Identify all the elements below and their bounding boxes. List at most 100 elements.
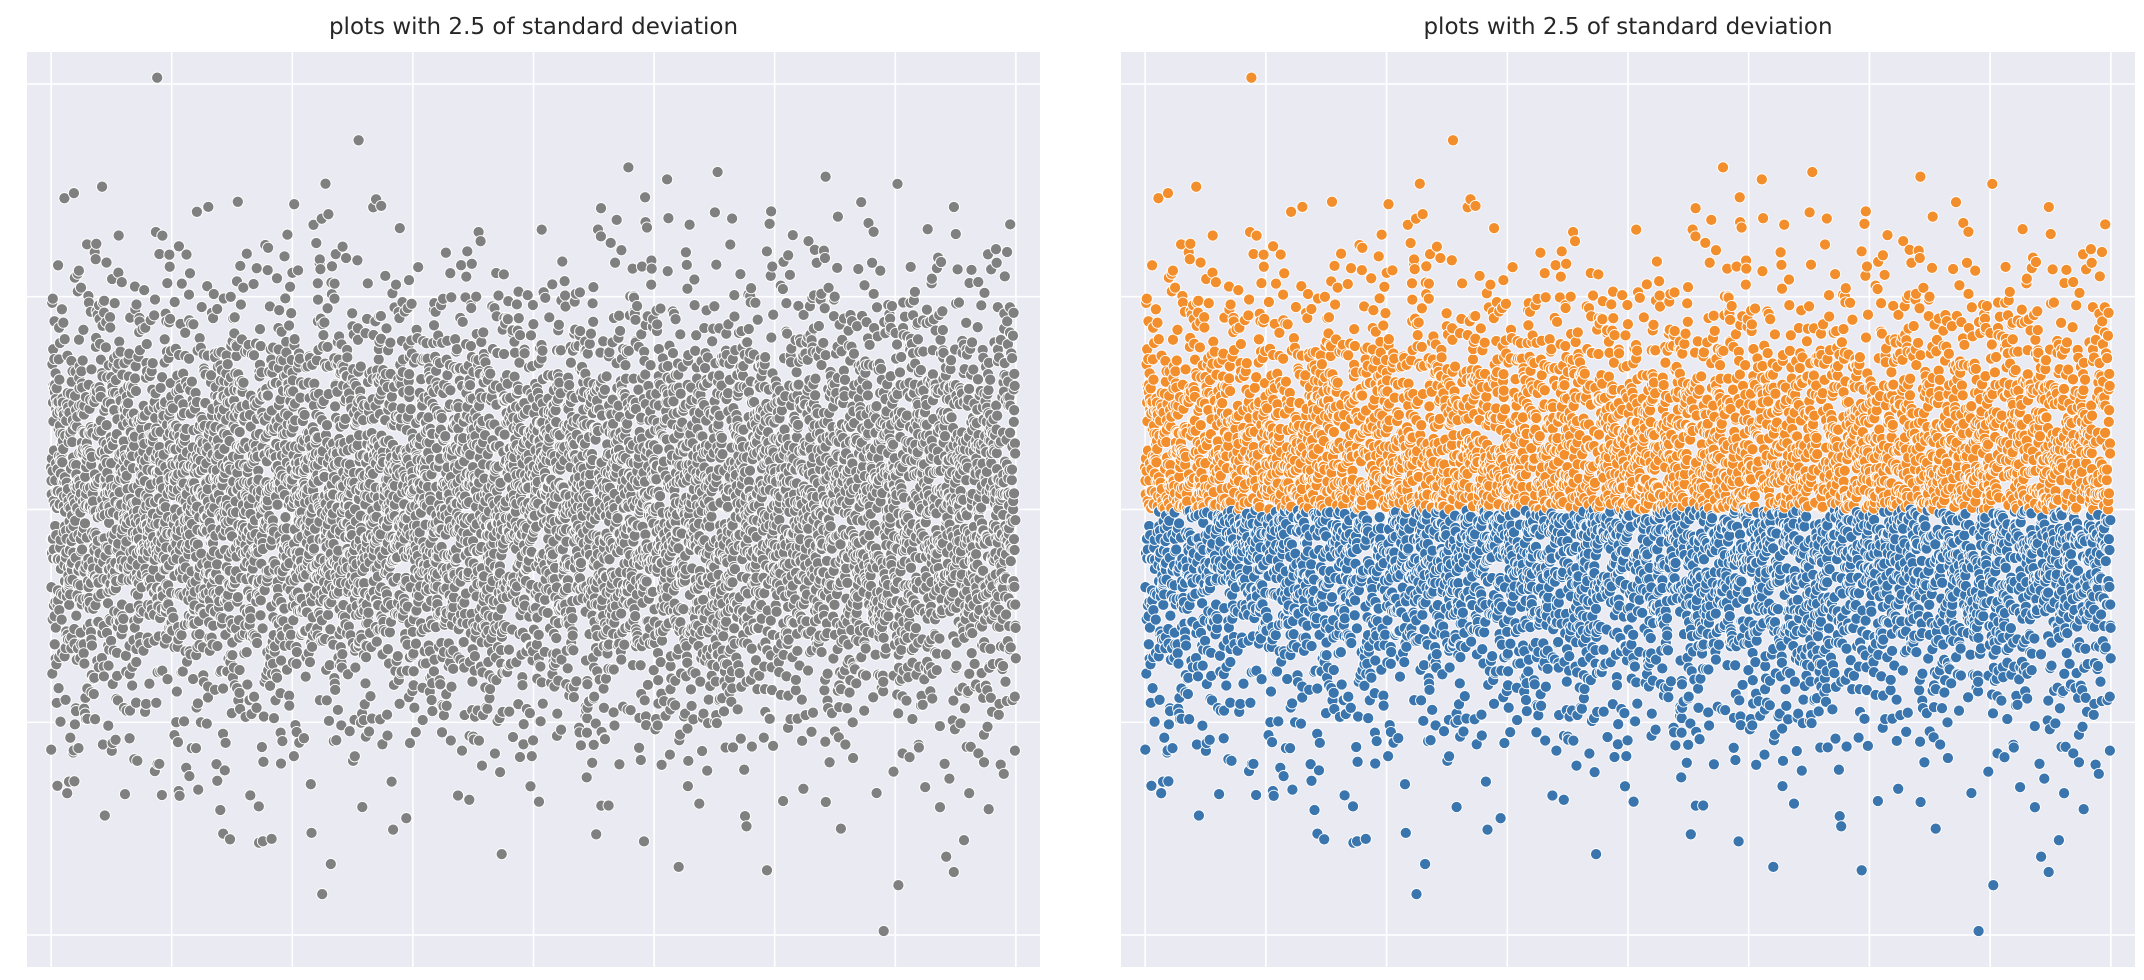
scatter-point — [51, 779, 64, 792]
scatter-point — [534, 660, 547, 673]
scatter-point — [226, 649, 239, 662]
scatter-point — [46, 292, 59, 305]
scatter-point — [331, 703, 344, 716]
scatter-point — [602, 799, 615, 812]
scatter-point — [409, 726, 422, 739]
scatter-point — [634, 659, 647, 672]
scatter-point — [207, 287, 220, 301]
scatter-point — [608, 719, 621, 732]
scatter-point — [115, 276, 128, 289]
scatter-point — [527, 734, 540, 747]
scatter-point — [494, 766, 507, 779]
scatter-point — [385, 775, 398, 788]
scatter-point — [622, 161, 635, 174]
scatter-point — [314, 263, 327, 276]
scatter-point — [340, 251, 353, 265]
scatter-point — [285, 307, 298, 320]
scatter-point — [279, 292, 292, 305]
scatter-point — [200, 717, 213, 730]
scatter-point — [53, 373, 66, 386]
scatter-point — [501, 313, 514, 326]
scatter-point — [512, 312, 525, 325]
scatter-point — [348, 750, 361, 763]
scatter-point — [426, 705, 439, 718]
scatter-point — [251, 636, 264, 650]
scatter-point — [320, 419, 334, 432]
scatter-point — [191, 697, 204, 710]
scatter-point — [502, 643, 516, 656]
scatter-point — [55, 303, 68, 316]
scatter-point — [153, 757, 166, 770]
scatter-point — [98, 294, 111, 307]
scatter-point — [455, 259, 468, 272]
scatter-point — [231, 591, 244, 604]
scatter-point — [163, 248, 176, 261]
scatter-point — [283, 319, 296, 332]
scatter-point — [556, 255, 569, 268]
scatter-point — [464, 379, 477, 392]
scatter-point — [523, 707, 536, 720]
scatter-point — [178, 715, 191, 728]
scatter-point — [543, 311, 556, 324]
scatter-point — [320, 694, 333, 707]
scatter-point — [265, 832, 278, 845]
scatter-point — [561, 662, 574, 675]
scatter-point — [567, 644, 580, 657]
scatter-point — [567, 691, 580, 704]
scatter-point — [182, 288, 196, 301]
scatter-point — [570, 675, 583, 688]
scatter-point — [189, 742, 203, 755]
scatter-point — [615, 653, 628, 666]
scatter-point — [168, 295, 181, 309]
scatter-point — [288, 198, 301, 211]
scatter-point — [514, 329, 527, 342]
scatter-point — [610, 213, 623, 226]
scatter-point — [262, 241, 275, 254]
scatter-point — [118, 788, 132, 801]
scatter-point — [202, 200, 215, 213]
scatter-point — [407, 647, 420, 660]
scatter-point — [161, 673, 174, 686]
scatter-point — [87, 687, 100, 701]
scatter-point — [639, 191, 652, 204]
scatter-point — [85, 639, 99, 652]
scatter-point — [185, 375, 198, 388]
scatter-point — [495, 602, 508, 615]
scatter-point — [405, 297, 418, 310]
chart-title-left: plots with 2.5 of standard deviation — [328, 14, 739, 40]
scatter-point — [130, 298, 143, 311]
scatter-point — [510, 298, 523, 311]
scatter-point — [64, 731, 77, 744]
scatter-point — [316, 888, 329, 901]
scatter-point — [526, 298, 539, 312]
scatter-point — [273, 304, 286, 317]
scatter-point — [113, 335, 126, 348]
scatter-point — [195, 300, 208, 314]
scatter-point — [170, 685, 183, 698]
scatter-point — [248, 690, 261, 703]
scatter-point — [173, 789, 186, 802]
scatter-point — [546, 278, 559, 291]
scatter-point — [488, 747, 501, 760]
scatter-point — [221, 358, 234, 371]
scatter-point — [319, 177, 332, 190]
scatter-point — [104, 311, 117, 324]
scatter-point — [237, 281, 250, 294]
scatter-point — [631, 299, 644, 313]
scatter-point — [100, 419, 113, 432]
scatter-point — [148, 309, 161, 322]
scatter-point — [255, 740, 268, 754]
scatter-point — [637, 835, 651, 848]
scatter-point — [640, 221, 654, 234]
scatter-point — [324, 857, 337, 871]
scatter-point — [281, 228, 294, 241]
scatter-point — [267, 712, 281, 725]
scatter-point — [362, 606, 375, 619]
scatter-point — [404, 403, 417, 416]
scatter-point — [389, 278, 403, 291]
scatter-point — [109, 733, 122, 746]
scatter-point — [171, 736, 185, 749]
scatter-point — [403, 384, 416, 397]
scatter-point — [590, 828, 603, 841]
